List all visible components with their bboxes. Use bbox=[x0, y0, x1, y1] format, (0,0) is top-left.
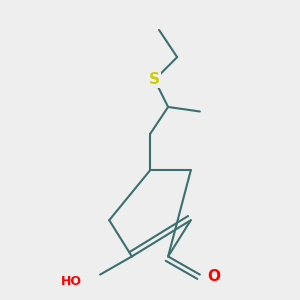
Text: HO: HO bbox=[61, 275, 82, 288]
Text: S: S bbox=[149, 72, 160, 87]
Text: O: O bbox=[207, 269, 220, 284]
